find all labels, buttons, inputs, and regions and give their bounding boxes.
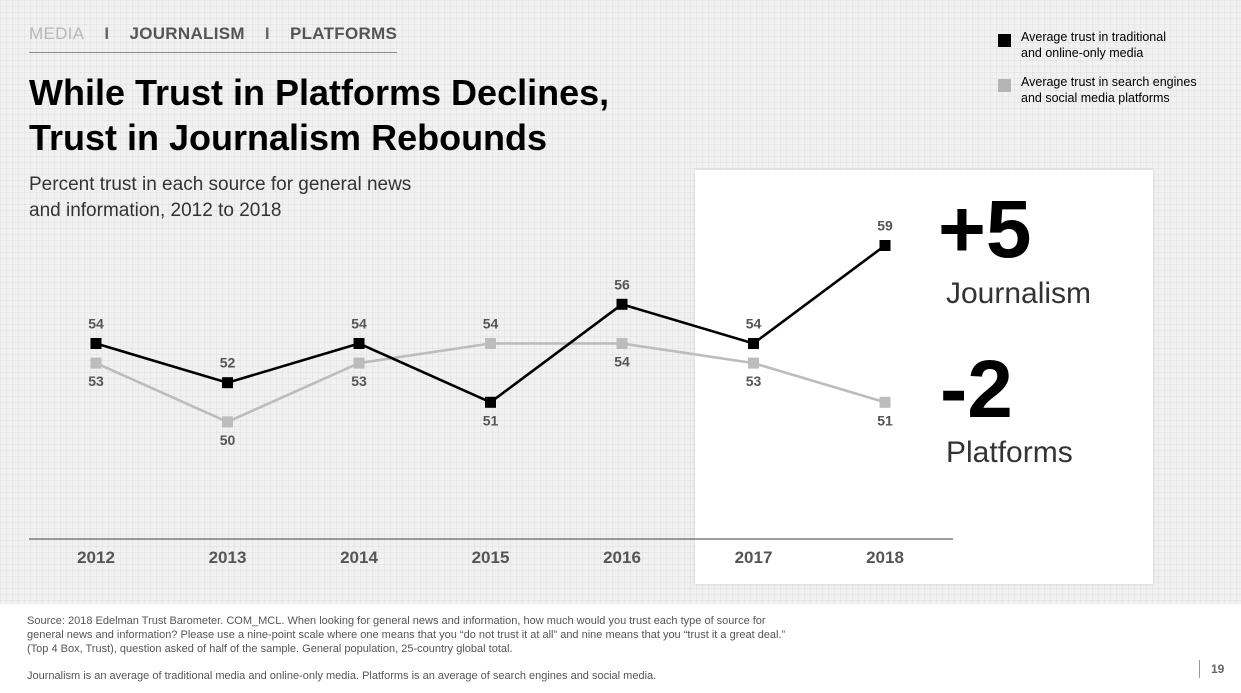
title-line-1: While Trust in Platforms Declines, bbox=[29, 72, 610, 113]
journalism-data-label: 56 bbox=[614, 276, 630, 292]
journalism-data-point bbox=[222, 377, 233, 389]
platforms-data-label: 54 bbox=[614, 354, 630, 370]
legend-label-line-1: Average trust in search engines bbox=[1021, 75, 1197, 89]
platforms-series-line bbox=[95, 342, 886, 424]
platforms-data-label: 51 bbox=[877, 412, 893, 428]
legend-item-journalism: Average trust in traditional and online-… bbox=[998, 29, 1221, 61]
legend-swatch-platforms bbox=[998, 79, 1011, 92]
journalism-data-point bbox=[879, 240, 891, 251]
nav-media: MEDIA bbox=[29, 24, 85, 43]
highlight-panel bbox=[695, 170, 1153, 584]
journalism-data-label: 59 bbox=[877, 218, 893, 234]
platforms-change-value: -2 bbox=[940, 344, 1013, 435]
nav-separator: I bbox=[104, 24, 110, 43]
platforms-data-point bbox=[222, 416, 233, 428]
x-tick-label: 2017 bbox=[735, 548, 773, 567]
source-line-1: Source: 2018 Edelman Trust Barometer. CO… bbox=[27, 615, 766, 627]
source-line-3: (Top 4 Box, Trust), question asked of ha… bbox=[27, 643, 513, 655]
x-tick-label: 2014 bbox=[340, 548, 378, 567]
breadcrumb-underline bbox=[29, 52, 397, 53]
platforms-data-point bbox=[353, 357, 365, 369]
x-tick-label: 2018 bbox=[866, 548, 904, 567]
chart-legend: Average trust in traditional and online-… bbox=[998, 29, 1221, 119]
journalism-change-value: +5 bbox=[938, 184, 1032, 275]
legend-swatch-journalism bbox=[998, 34, 1011, 47]
platforms-data-point bbox=[90, 357, 102, 369]
title-line-2: Trust in Journalism Rebounds bbox=[29, 117, 548, 158]
legend-label-line-2: and social media platforms bbox=[1021, 91, 1170, 105]
legend-label-line-1: Average trust in traditional bbox=[1021, 30, 1166, 44]
journalism-data-label: 54 bbox=[746, 316, 762, 332]
legend-item-platforms: Average trust in search engines and soci… bbox=[998, 74, 1221, 106]
platforms-data-label: 54 bbox=[483, 316, 499, 332]
platforms-change-label: Platforms bbox=[946, 436, 1073, 469]
x-tick-label: 2016 bbox=[603, 548, 641, 567]
x-tick-label: 2013 bbox=[209, 548, 247, 567]
platforms-data-point bbox=[748, 357, 759, 369]
journalism-data-label: 54 bbox=[351, 316, 367, 332]
footer: Source: 2018 Edelman Trust Barometer. CO… bbox=[0, 604, 1241, 693]
chart-subtitle: Percent trust in each source for general… bbox=[29, 172, 411, 224]
platforms-data-point bbox=[879, 396, 891, 408]
platforms-data-label: 53 bbox=[88, 373, 104, 389]
page-number: 19 bbox=[1199, 660, 1224, 678]
page-title: While Trust in Platforms Declines, Trust… bbox=[29, 70, 609, 160]
journalism-data-point bbox=[748, 338, 759, 349]
chart-series-layer: 2012 2013 2014 2015 2016 2017 2018 54 52 54 51 56 54… bbox=[77, 218, 904, 568]
legend-label-line-2: and online-only media bbox=[1021, 46, 1144, 60]
journalism-data-label: 52 bbox=[220, 355, 236, 371]
platforms-data-label: 53 bbox=[351, 373, 367, 389]
journalism-data-point bbox=[616, 298, 628, 310]
platforms-data-point bbox=[616, 338, 628, 349]
source-line-2: general news and information? Please use… bbox=[27, 629, 786, 641]
nav-journalism: JOURNALISM bbox=[129, 24, 245, 43]
subtitle-line-2: and information, 2012 to 2018 bbox=[29, 200, 282, 221]
platforms-data-point bbox=[485, 338, 496, 349]
journalism-data-label: 51 bbox=[483, 412, 499, 428]
definition-note: Journalism is an average of traditional … bbox=[27, 670, 657, 682]
journalism-change-label: Journalism bbox=[946, 277, 1092, 310]
x-tick-label: 2015 bbox=[472, 548, 510, 567]
subtitle-line-1: Percent trust in each source for general… bbox=[29, 174, 412, 195]
source-note: Source: 2018 Edelman Trust Barometer. CO… bbox=[27, 614, 907, 656]
platforms-data-label: 50 bbox=[220, 432, 236, 448]
journalism-data-point bbox=[485, 396, 496, 408]
nav-separator: I bbox=[264, 24, 270, 43]
platforms-data-label: 53 bbox=[746, 373, 762, 389]
trust-line-chart: 2012 2013 2014 2015 2016 2017 2018 54 52 54 51 56 54… bbox=[29, 218, 953, 568]
nav-platforms: PLATFORMS bbox=[289, 24, 398, 43]
journalism-data-point bbox=[353, 338, 365, 349]
x-tick-label: 2012 bbox=[77, 548, 115, 567]
journalism-data-point bbox=[90, 338, 102, 349]
section-breadcrumb: MEDIA I JOURNALISM I PLATFORMS bbox=[29, 24, 397, 44]
journalism-data-label: 54 bbox=[88, 316, 104, 332]
